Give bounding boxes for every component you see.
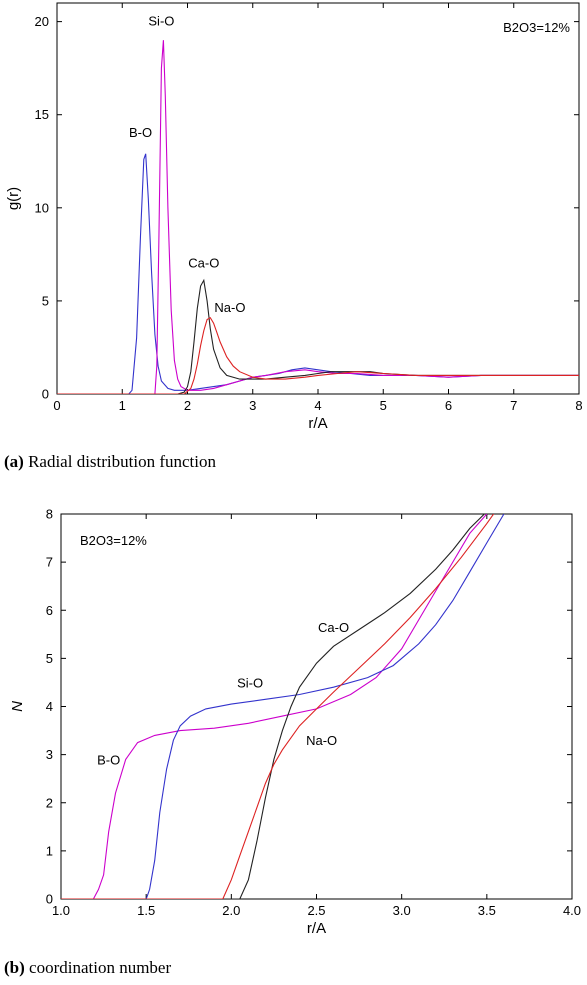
annotation-b2o3: B2O3=12% (80, 533, 147, 548)
y-tick-label: 10 (35, 200, 49, 215)
y-tick-label: 0 (46, 892, 53, 907)
y-tick-label: 5 (46, 651, 53, 666)
y-tick-label: 7 (46, 555, 53, 570)
series-label-ca-o: Ca-O (318, 620, 349, 635)
series-line-na-o (57, 316, 579, 394)
x-tick-label: 7 (510, 398, 517, 413)
x-tick-label: 1.5 (137, 903, 155, 918)
y-tick-label: 0 (42, 387, 49, 402)
annotation-b2o3: B2O3=12% (503, 20, 570, 35)
series-line-na-o (61, 514, 495, 899)
plot-frame (60, 513, 573, 900)
y-tick-label: 6 (46, 603, 53, 618)
x-tick-label: 4 (314, 398, 321, 413)
series-line-b-o (57, 153, 579, 394)
caption-b: (b) coordination number (4, 958, 171, 978)
caption-a: (a) Radial distribution function (4, 452, 216, 472)
series-label-ca-o: Ca-O (188, 255, 219, 270)
x-axis-label: r/A (308, 415, 327, 432)
x-tick-label: 1.0 (52, 903, 70, 918)
x-tick-label: 8 (575, 398, 582, 413)
x-tick-label: 2.5 (307, 903, 325, 918)
y-tick-label: 1 (46, 843, 53, 858)
series-label-si-o: Si-O (237, 675, 263, 690)
y-tick-label: 4 (46, 699, 53, 714)
x-tick-label: 1 (119, 398, 126, 413)
series-line-b-o (61, 514, 488, 899)
y-tick-label: 3 (46, 747, 53, 762)
x-tick-label: 0 (53, 398, 60, 413)
x-tick-label: 4.0 (563, 903, 581, 918)
series-line-ca-o (61, 514, 486, 899)
series-label-na-o: Na-O (214, 300, 245, 315)
y-tick-label: 5 (42, 293, 49, 308)
y-tick-label: 8 (46, 507, 53, 522)
x-tick-label: 5 (380, 398, 387, 413)
series-label-b-o: B-O (129, 125, 152, 140)
series-line-si-o (57, 40, 579, 394)
x-tick-label: 3.5 (478, 903, 496, 918)
series-line-si-o (61, 514, 505, 899)
series-label-si-o: Si-O (148, 13, 174, 28)
x-tick-label: 6 (445, 398, 452, 413)
y-tick-label: 15 (35, 107, 49, 122)
caption-a-text: Radial distribution function (28, 452, 216, 471)
x-tick-label: 2 (184, 398, 191, 413)
x-axis-label: r/A (307, 920, 326, 937)
y-tick-label: 2 (46, 795, 53, 810)
x-tick-label: 2.0 (222, 903, 240, 918)
series-label-na-o: Na-O (306, 733, 337, 748)
y-tick-label: 20 (35, 14, 49, 29)
plot-frame (56, 2, 580, 395)
chart-coordination-number: 1.0 1.5 2.0 2.5 3.0 3.5 4.0 0 1 2 3 4 5 6 7 8 B-O Si-O Ca-… (9, 507, 581, 938)
chart-radial-distribution: 0 1 2 3 4 5 6 7 8 0 5 10 15 20 B-O Si-O Ca-O Na-O B2O3=12%… (5, 2, 583, 432)
x-tick-label: 3.0 (393, 903, 411, 918)
y-axis-label: N (9, 701, 26, 712)
caption-b-text: coordination number (29, 958, 172, 977)
caption-a-label: (a) (4, 452, 24, 471)
caption-b-label: (b) (4, 958, 25, 977)
y-axis-label: g(r) (5, 187, 22, 210)
series-line-ca-o (57, 278, 579, 394)
series-label-b-o: B-O (97, 752, 120, 767)
x-tick-label: 3 (249, 398, 256, 413)
